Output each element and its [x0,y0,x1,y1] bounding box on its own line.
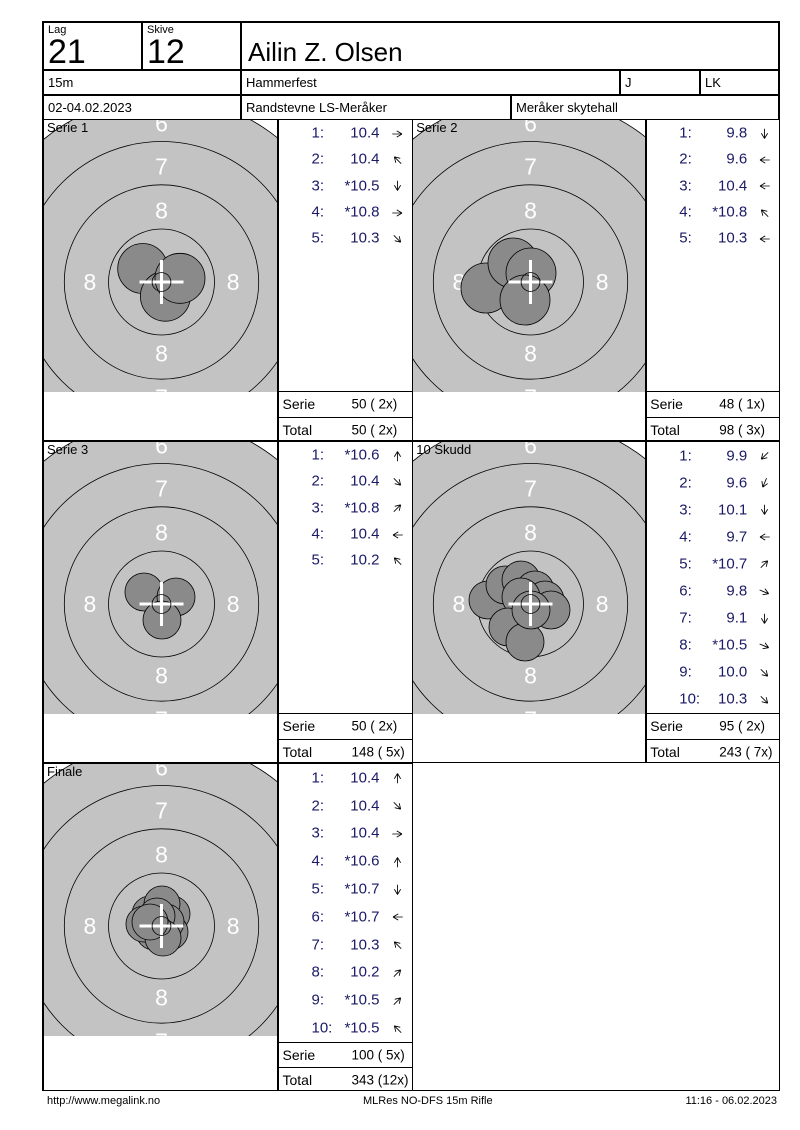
svg-text:8: 8 [596,269,609,295]
svg-text:6: 6 [524,120,537,137]
svg-text:8: 8 [84,913,97,939]
svg-text:7: 7 [524,154,537,180]
svg-text:8: 8 [155,985,168,1011]
svg-text:7: 7 [155,154,168,180]
svg-text:7: 7 [155,384,168,392]
svg-text:7: 7 [155,476,168,502]
svg-text:8: 8 [524,341,537,367]
svg-text:8: 8 [155,663,168,689]
svg-text:7: 7 [155,706,168,714]
svg-text:8: 8 [227,913,240,939]
svg-text:8: 8 [155,841,168,867]
svg-text:8: 8 [524,197,537,223]
svg-text:7: 7 [155,798,168,824]
svg-text:8: 8 [84,591,97,617]
svg-text:7: 7 [524,706,537,714]
svg-text:7: 7 [524,384,537,392]
svg-text:8: 8 [524,663,537,689]
svg-text:6: 6 [155,442,168,459]
svg-text:6: 6 [155,764,168,781]
svg-text:8: 8 [453,591,466,617]
svg-text:7: 7 [155,1028,168,1036]
svg-text:8: 8 [524,519,537,545]
svg-text:8: 8 [155,197,168,223]
svg-text:8: 8 [155,341,168,367]
svg-text:6: 6 [524,442,537,459]
svg-text:6: 6 [155,120,168,137]
svg-text:8: 8 [227,269,240,295]
svg-text:8: 8 [227,591,240,617]
svg-text:7: 7 [524,476,537,502]
svg-text:8: 8 [84,269,97,295]
svg-text:8: 8 [155,519,168,545]
svg-text:8: 8 [596,591,609,617]
